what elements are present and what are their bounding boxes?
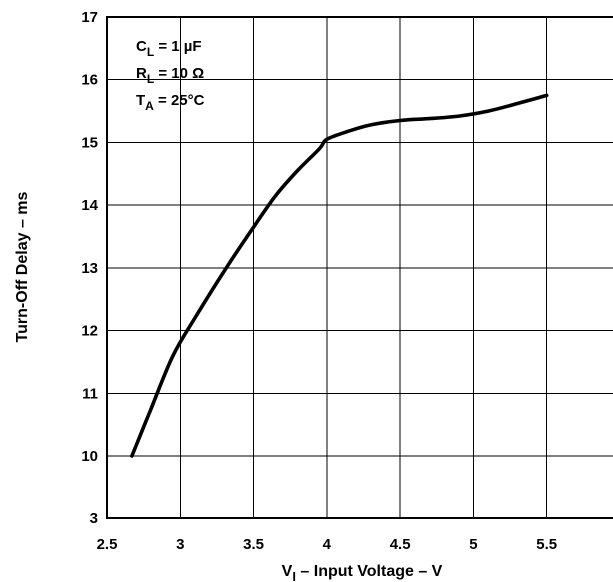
y-tick-label: 17: [81, 9, 98, 26]
tick-labels: 2.533.544.555.5631011121314151617: [81, 9, 557, 553]
x-tick-label: 4: [323, 536, 332, 553]
grid: [106, 16, 613, 519]
y-tick-label: 12: [81, 323, 98, 340]
y-tick-label: 13: [81, 260, 98, 277]
plot-frame: [106, 16, 613, 519]
series-line-0: [130, 93, 549, 458]
y-tick-label: 10: [81, 448, 98, 465]
annotation-capacitance: CL = 1 µF: [136, 38, 202, 59]
x-tick-label: 3: [176, 536, 184, 553]
y-tick-label: 11: [82, 385, 98, 402]
y-tick-label: 14: [81, 197, 98, 214]
x-tick-label: 5.5: [536, 536, 557, 553]
x-tick-label: 2.5: [97, 536, 118, 553]
x-tick-label: 4.5: [390, 536, 411, 553]
x-axis-title: VI – Input Voltage – V: [282, 563, 443, 582]
annotation-temperature: TA = 25°C: [136, 92, 205, 113]
y-axis-title: Turn-Off Delay – ms: [14, 191, 31, 342]
annotation-resistance: RL = 10 Ω: [136, 65, 204, 86]
x-tick-label: 3.5: [243, 536, 264, 553]
series-group: [130, 93, 549, 458]
y-tick-label: 16: [81, 72, 98, 89]
y-tick-label: 3: [90, 510, 98, 527]
y-tick-label: 15: [81, 134, 98, 151]
x-tick-label: 5: [469, 536, 477, 553]
